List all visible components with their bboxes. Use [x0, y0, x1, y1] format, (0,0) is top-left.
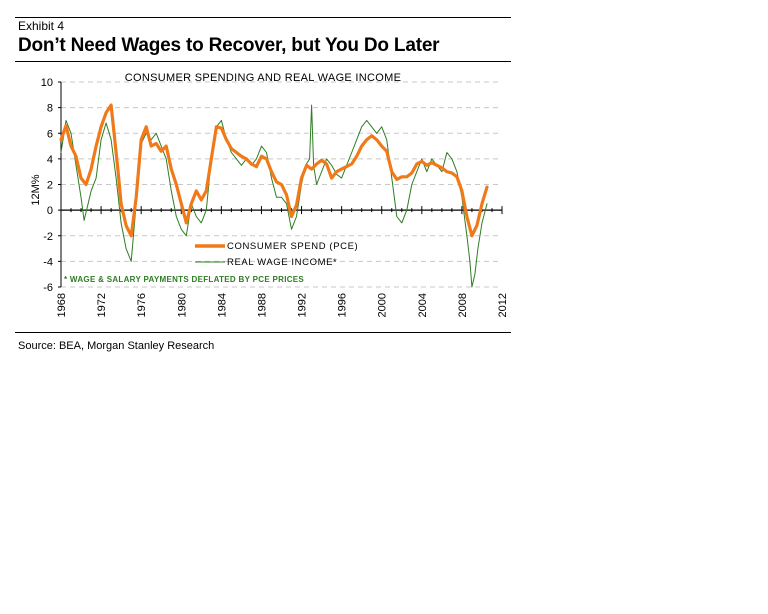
x-tick-label: 2008 [457, 293, 469, 317]
x-tick-label: 2012 [497, 293, 509, 317]
source-note: Source: BEA, Morgan Stanley Research [18, 340, 215, 352]
series-line-pce [59, 103, 489, 238]
series-line-wage [60, 104, 488, 288]
bottom-rule [15, 332, 511, 333]
top-rule [15, 17, 511, 18]
x-tick-label: 1988 [256, 293, 268, 317]
y-axis-label: 12M% [30, 174, 42, 205]
x-tick-label: 1968 [56, 293, 68, 317]
legend-label-wage: REAL WAGE INCOME* [227, 257, 337, 268]
y-tick-label: 2 [47, 180, 53, 192]
exhibit-label: Exhibit 4 [18, 19, 65, 33]
series-lines [59, 103, 489, 288]
x-tick-label: 1984 [216, 293, 228, 317]
x-tick-label: 1996 [337, 293, 349, 317]
y-tick-label: 10 [41, 77, 53, 89]
y-tick-label: 4 [47, 154, 53, 166]
title-rule [15, 61, 511, 62]
axes: -6 -4 -2 0 2 4 6 8 10 1968 1972 1976 1980 1984 1988 199… [41, 77, 509, 317]
y-tick-label: 8 [47, 103, 53, 115]
x-tick-label: 1976 [136, 293, 148, 317]
y-tick-label: -2 [43, 231, 53, 243]
x-tick-label: 1980 [176, 293, 188, 317]
legend-label-pce: CONSUMER SPEND (PCE) [227, 241, 358, 252]
y-tick-label: -4 [43, 256, 53, 268]
headline: Don’t Need Wages to Recover, but You Do … [18, 35, 440, 56]
chart-footnote: * WAGE & SALARY PAYMENTS DEFLATED BY PCE… [64, 275, 304, 284]
y-tick-label: -6 [43, 282, 53, 294]
legend: CONSUMER SPEND (PCE) REAL WAGE INCOME* [195, 241, 358, 268]
x-tick-label: 2000 [377, 293, 389, 317]
y-tick-label: 6 [47, 128, 53, 140]
x-tick-label: 1992 [297, 293, 309, 317]
y-tick-label: 0 [47, 205, 53, 217]
chart-title: CONSUMER SPENDING AND REAL WAGE INCOME [125, 72, 401, 84]
x-tick-label: 1972 [96, 293, 108, 317]
x-tick-label: 2004 [417, 293, 429, 317]
